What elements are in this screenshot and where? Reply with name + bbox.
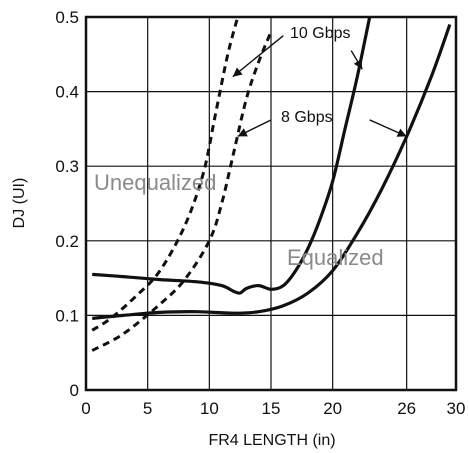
annotation-10gbps: 10 Gbps [290, 25, 350, 42]
x-tick-labels: 0 5 10 15 20 26 30 [81, 399, 465, 418]
y-tick-label: 0 [70, 381, 79, 400]
series-line-equalized-8gbps [92, 23, 452, 320]
x-tick-label: 20 [323, 399, 342, 418]
annotation-8gbps: 8 Gbps [281, 109, 333, 126]
grid [86, 17, 456, 390]
series-line-equalized-10gbps [92, 16, 372, 295]
x-tick-label: 26 [397, 399, 416, 418]
series-line-unequalized-8gbps [91, 31, 273, 352]
x-tick-label: 10 [200, 399, 219, 418]
plot-frame [84, 15, 458, 392]
x-axis-title: FR4 LENGTH (in) [208, 432, 335, 449]
x-tick-label: 5 [143, 399, 152, 418]
x-tick-label: 0 [81, 399, 90, 418]
arrow-10gbps-unequalized [232, 35, 284, 78]
series-line-unequalized-10gbps [91, 16, 240, 332]
y-tick-label: 0.5 [55, 8, 79, 27]
series-group [91, 16, 452, 352]
annotation-arrows [232, 35, 407, 137]
arrow-8gbps-equalized-head [396, 128, 407, 137]
y-tick-label: 0.1 [55, 306, 79, 325]
y-axis-title: DJ (UI) [11, 178, 28, 229]
y-tick-label: 0.3 [55, 157, 79, 176]
y-tick-labels: 0 0.1 0.2 0.3 0.4 0.5 [55, 8, 79, 400]
y-tick-label: 0.4 [55, 83, 79, 102]
region-label-unequalized: Unequalized [94, 170, 216, 195]
x-tick-label: 15 [262, 399, 281, 418]
x-tick-label: 30 [447, 399, 466, 418]
y-tick-label: 0.2 [55, 232, 79, 251]
arrow-10gbps-equalized-head [353, 59, 363, 70]
region-label-equalized: Equalized [287, 245, 384, 270]
arrow-8gbps-unequalized-head [237, 128, 248, 137]
arrow-10gbps-unequalized-head [232, 67, 243, 77]
